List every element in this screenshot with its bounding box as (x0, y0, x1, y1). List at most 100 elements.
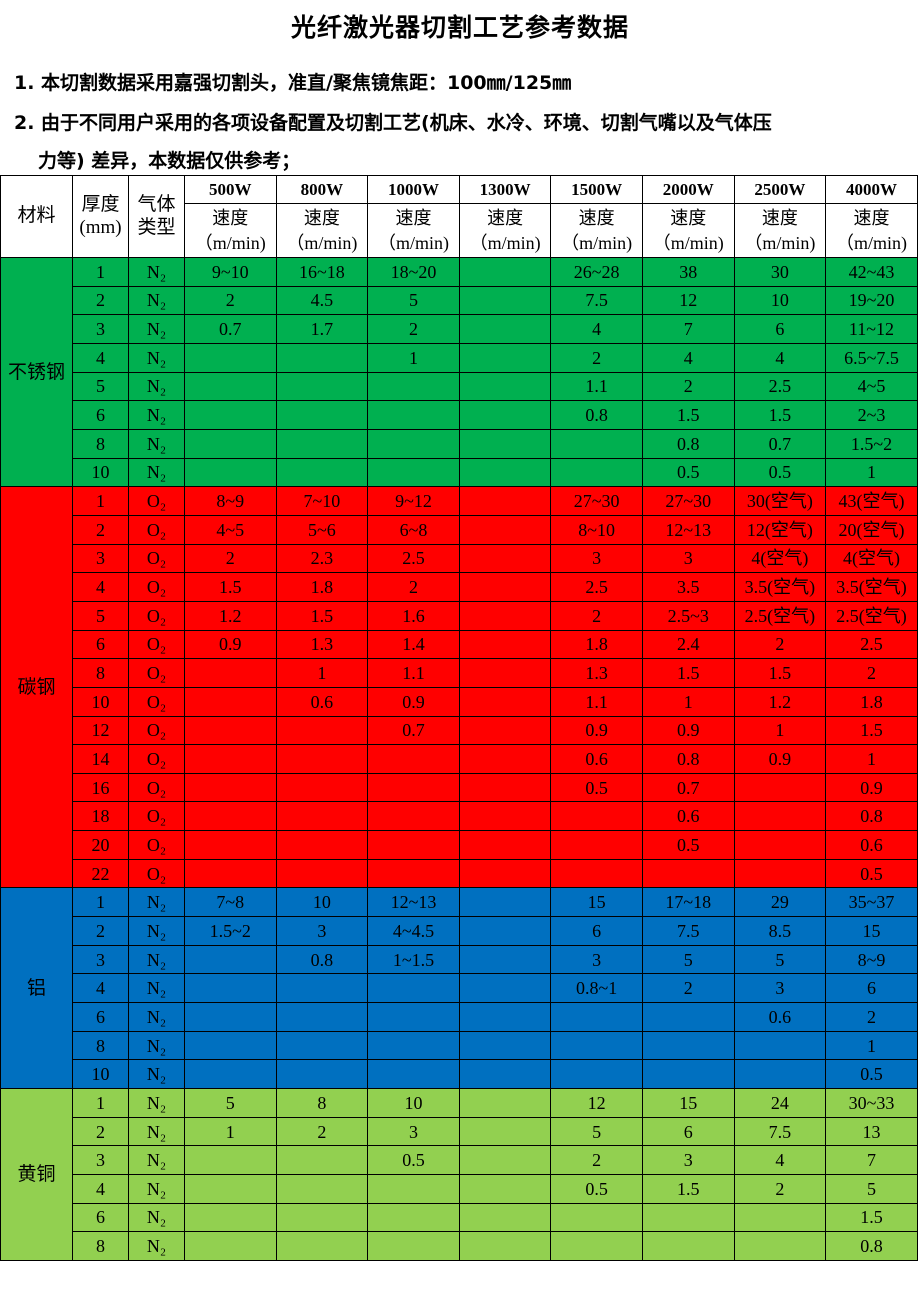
table-row: 3 O₂ 2 2.3 2.5 3 3 4(空气) 4(空气) (0, 543, 918, 574)
speed-cell: 4(空气) (733, 543, 827, 574)
material-cell: 黄铜 (0, 1088, 73, 1261)
gas-cell: O₂ (128, 715, 185, 746)
speed-cell: 17~18 (641, 887, 735, 918)
table-row: 8 N₂ 0.8 (0, 1231, 918, 1261)
speed-cell: 0.9 (367, 686, 460, 717)
speed-cell: 0.5 (825, 858, 918, 889)
speed-cell: 2 (550, 600, 643, 631)
thickness-cell: 8 (72, 1231, 129, 1261)
gas-cell: N₂ (128, 257, 185, 287)
header-speed-unit: 速度 （m/min) (367, 203, 460, 258)
speed-cell (458, 572, 552, 602)
speed-cell: 4 (733, 1145, 827, 1175)
speed-cell (275, 1145, 369, 1175)
speed-cell: 0.7 (733, 428, 827, 459)
table-row: 2 N₂ 2 4.5 5 7.5 12 10 19~20 (0, 285, 918, 316)
speed-cell (275, 973, 369, 1004)
page-title: 光纤激光器切割工艺参考数据 (290, 13, 629, 42)
speed-cell: 19~20 (825, 285, 918, 316)
speed-cell: 0.7 (184, 314, 277, 344)
gas-cell: O₂ (128, 514, 185, 545)
speed-cell: 4~5 (825, 371, 918, 402)
speed-cell (184, 400, 277, 430)
speed-cell (641, 1231, 735, 1261)
speed-cell: 1.5 (275, 600, 369, 631)
speed-cell: 2 (733, 629, 827, 660)
speed-cell: 0.5 (641, 457, 735, 488)
speed-cell (367, 1002, 460, 1032)
speed-cell: 30 (733, 257, 827, 287)
speed-cell (550, 1202, 643, 1233)
gas-cell: N₂ (128, 973, 185, 1004)
gas-cell: O₂ (128, 772, 185, 803)
gas-cell: N₂ (128, 457, 185, 488)
speed-cell: 0.6 (641, 801, 735, 832)
speed-cell (367, 1174, 460, 1204)
speed-cell: 5 (184, 1088, 277, 1118)
speed-cell: 1 (733, 715, 827, 746)
speed-cell: 1.2 (184, 600, 277, 631)
speed-cell: 38 (641, 257, 735, 287)
speed-cell: 6 (825, 973, 918, 1004)
speed-cell (733, 1202, 827, 1233)
note-2-continued: 力等) 差异，本数据仅供参考； (38, 150, 301, 172)
speed-cell (458, 371, 552, 402)
speed-cell (275, 342, 369, 373)
speed-cell: 1 (367, 342, 460, 373)
table-row: 3 N₂ 0.5 2 3 4 7 (0, 1145, 918, 1175)
thickness-cell: 10 (72, 1059, 129, 1090)
thickness-cell: 2 (72, 916, 129, 946)
speed-cell: 12 (641, 285, 735, 316)
thickness-cell: 6 (72, 400, 129, 430)
gas-cell: N₂ (128, 1002, 185, 1032)
speed-cell: 15 (550, 887, 643, 918)
speed-cell (458, 428, 552, 459)
speed-cell: 2 (275, 1116, 369, 1147)
speed-cell: 2~3 (825, 400, 918, 430)
speed-cell: 1.2 (733, 686, 827, 717)
speed-cell: 27~30 (641, 486, 735, 516)
header-power-1500w: 1500W (550, 175, 643, 204)
speed-cell (184, 858, 277, 889)
speed-cell (641, 1059, 735, 1090)
speed-cell: 35~37 (825, 887, 918, 918)
table-row: 22 O₂ 0.5 (0, 858, 918, 889)
gas-cell: N₂ (128, 1174, 185, 1204)
thickness-cell: 10 (72, 457, 129, 488)
speed-cell (458, 772, 552, 803)
speed-cell: 10 (367, 1088, 460, 1118)
speed-cell: 9~12 (367, 486, 460, 516)
speed-cell (184, 342, 277, 373)
speed-cell: 3.5(空气) (733, 572, 827, 602)
speed-cell: 0.8 (825, 1231, 918, 1261)
speed-cell: 0.9 (641, 715, 735, 746)
speed-cell (275, 1202, 369, 1233)
table-row: 10 O₂ 0.6 0.9 1.1 1 1.2 1.8 (0, 686, 918, 717)
speed-cell: 3 (367, 1116, 460, 1147)
thickness-cell: 4 (72, 973, 129, 1004)
speed-cell: 2 (550, 342, 643, 373)
table-row: 5 O₂ 1.2 1.5 1.6 2 2.5~3 2.5(空气) 2.5(空气) (0, 600, 918, 631)
gas-cell: N₂ (128, 1145, 185, 1175)
speed-cell (458, 973, 552, 1004)
speed-cell (275, 1231, 369, 1261)
thickness-cell: 14 (72, 744, 129, 774)
gas-cell: N₂ (128, 428, 185, 459)
speed-cell (184, 973, 277, 1004)
gas-cell: N₂ (128, 1202, 185, 1233)
speed-cell: 0.9 (733, 744, 827, 774)
table-row: 6 N₂ 0.6 2 (0, 1002, 918, 1032)
speed-cell: 2.3 (275, 543, 369, 574)
speed-cell (275, 801, 369, 832)
thickness-cell: 6 (72, 1202, 129, 1233)
speed-cell (458, 1059, 552, 1090)
speed-cell: 3 (550, 944, 643, 975)
speed-cell: 1.5 (184, 572, 277, 602)
header-speed-unit: 速度 （m/min) (733, 203, 827, 258)
speed-cell: 3 (733, 973, 827, 1004)
thickness-cell: 1 (72, 1088, 129, 1118)
header-power-4000w: 4000W (825, 175, 918, 204)
speed-cell (550, 428, 643, 459)
gas-cell: N₂ (128, 371, 185, 402)
speed-cell: 11~12 (825, 314, 918, 344)
